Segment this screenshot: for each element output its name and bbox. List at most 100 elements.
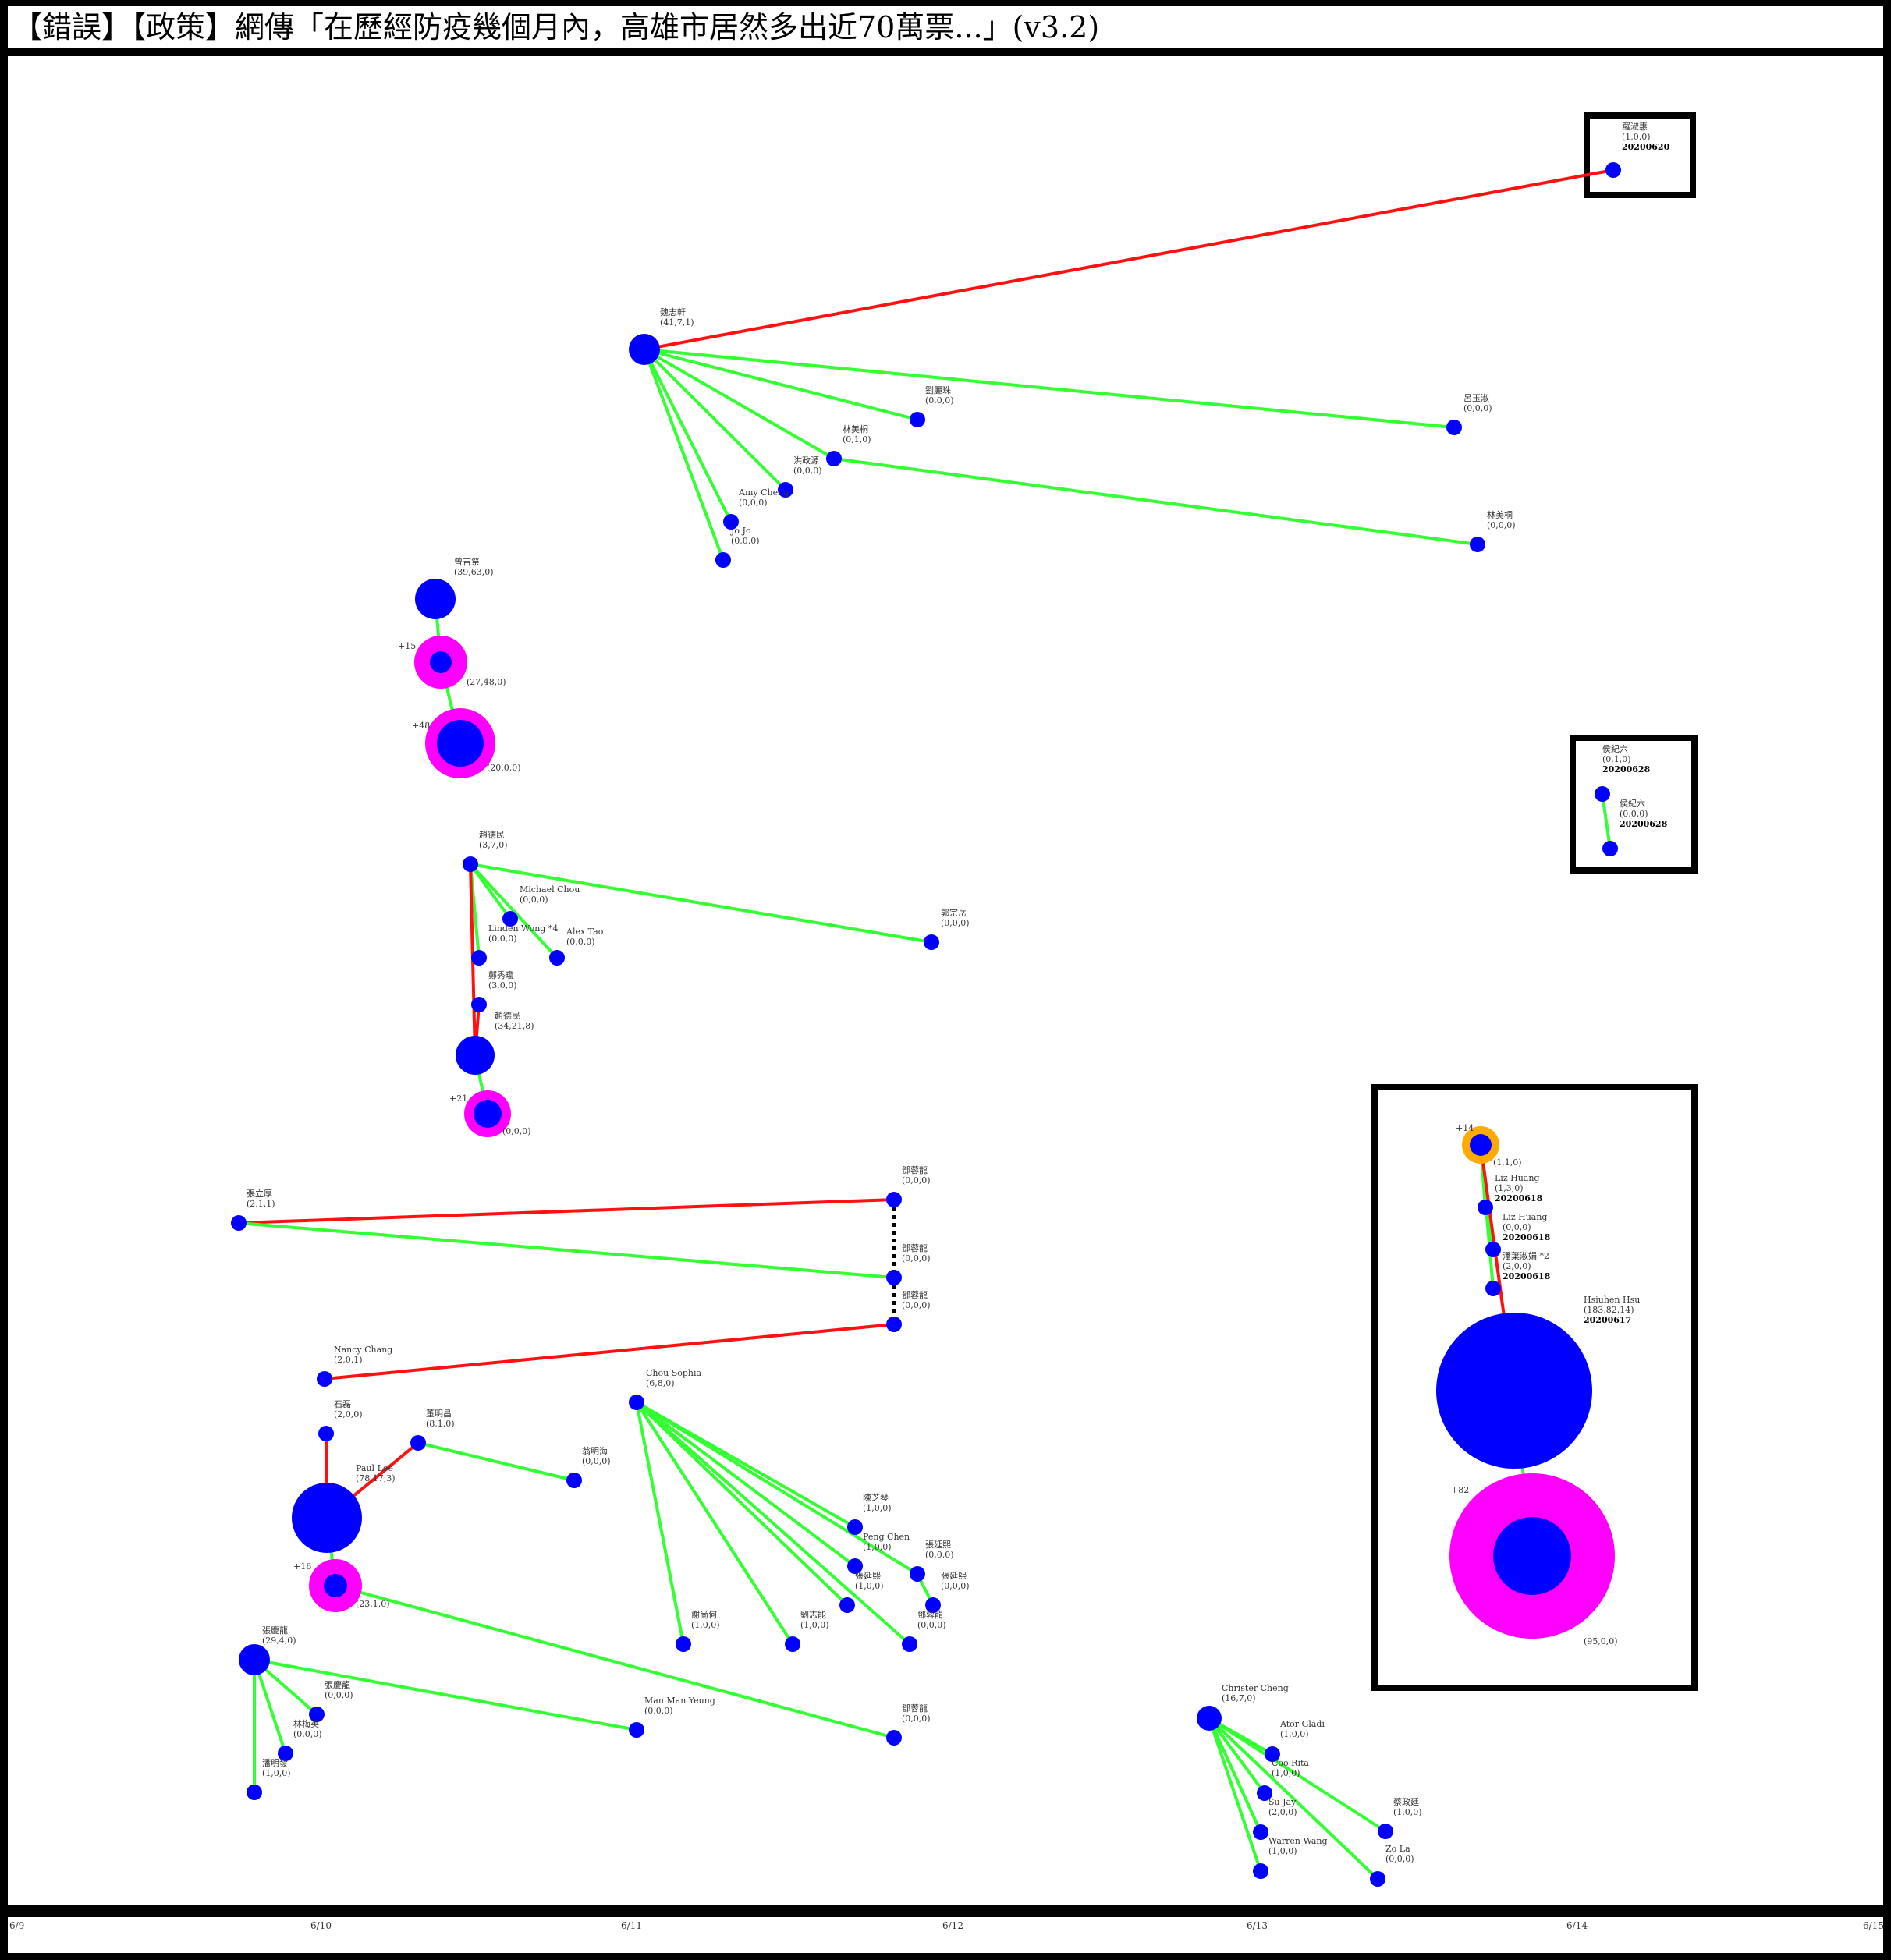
share-count: +48 — [412, 721, 430, 731]
axis-tick — [317, 1902, 323, 1916]
node-name: 張立厚 — [247, 1188, 272, 1199]
graph-node[interactable] — [1257, 1785, 1272, 1801]
node-counts: (1,0,0) — [1272, 1768, 1300, 1778]
time-axis: 6/9 6/10 6/11 6/12 6/13 6/14 6/15 — [8, 1902, 1884, 1953]
graph-node[interactable] — [1595, 786, 1610, 802]
node-circle — [910, 412, 925, 427]
node-counts: (1,0,0) — [1268, 1846, 1297, 1856]
node-circle — [1493, 1517, 1571, 1595]
node-name: 呂玉淑 — [1463, 393, 1489, 403]
graph-node[interactable] — [231, 1215, 247, 1231]
node-circle — [1265, 1746, 1280, 1762]
axis-tick — [1253, 1902, 1259, 1916]
graph-node[interactable] — [1485, 1242, 1501, 1257]
green-edge — [643, 349, 733, 523]
axis-tick — [1487, 1902, 1493, 1916]
node-circle — [239, 1644, 270, 1675]
axis-tick — [551, 1902, 557, 1916]
graph-node[interactable] — [1602, 841, 1618, 856]
node-circle — [1370, 1871, 1385, 1887]
green-edge — [635, 1401, 794, 1646]
graph-node[interactable] — [629, 334, 660, 365]
graph-node[interactable] — [1253, 1824, 1268, 1840]
graph-node[interactable] — [464, 1090, 511, 1137]
graph-node[interactable] — [676, 1636, 691, 1652]
graph-node[interactable] — [415, 579, 456, 619]
graph-node[interactable] — [886, 1730, 902, 1746]
graph-node[interactable] — [785, 1636, 800, 1652]
graph-node[interactable] — [309, 1559, 362, 1612]
graph-node[interactable] — [247, 1785, 262, 1800]
green-edge — [1208, 1717, 1379, 1880]
graph-node[interactable] — [1197, 1706, 1222, 1731]
graph-node[interactable] — [1436, 1313, 1592, 1469]
graph-node[interactable] — [1446, 420, 1462, 435]
graph-node[interactable] — [292, 1483, 362, 1553]
graph-node[interactable] — [886, 1270, 902, 1285]
graph-node[interactable] — [456, 1036, 495, 1075]
graph-node[interactable] — [723, 514, 739, 530]
axis-tick — [1799, 1902, 1805, 1916]
green-edge — [635, 1401, 857, 1568]
graph-node[interactable] — [715, 552, 731, 568]
node-date: 20200620 — [1622, 142, 1670, 152]
node-circle — [1485, 1281, 1501, 1296]
graph-node[interactable] — [1449, 1473, 1615, 1639]
node-name: 翁明海 — [582, 1445, 608, 1456]
graph-node[interactable] — [566, 1473, 582, 1488]
graph-node[interactable] — [318, 1426, 334, 1441]
node-name: 蔡政廷 — [1393, 1796, 1419, 1807]
node-date: 20200628 — [1620, 819, 1668, 829]
graph-node[interactable] — [910, 412, 925, 427]
graph-node[interactable] — [425, 708, 495, 778]
green-edge — [469, 863, 559, 959]
graph-node[interactable] — [471, 997, 487, 1012]
graph-node[interactable] — [549, 950, 565, 966]
node-circle — [437, 720, 484, 767]
graph-node[interactable] — [317, 1371, 332, 1387]
graph-node[interactable] — [1478, 1200, 1493, 1215]
graph-node[interactable] — [278, 1746, 293, 1761]
graph-node[interactable] — [309, 1707, 325, 1722]
graph-node[interactable] — [463, 856, 478, 872]
graph-node[interactable] — [886, 1317, 902, 1332]
node-circle — [1602, 841, 1618, 856]
node-circle — [1378, 1824, 1393, 1839]
graph-node[interactable] — [1485, 1281, 1501, 1296]
axis-tick-label: 6/12 — [942, 1920, 963, 1931]
graph-node[interactable] — [778, 482, 793, 498]
graph-node[interactable] — [1605, 162, 1621, 178]
graph-node[interactable] — [1378, 1824, 1393, 1839]
node-circle — [847, 1558, 863, 1574]
axis-tick — [1331, 1902, 1337, 1916]
graph-node[interactable] — [502, 911, 518, 927]
graph-node[interactable] — [839, 1597, 855, 1613]
node-counts: (41,7,1) — [660, 317, 694, 328]
graph-node[interactable] — [902, 1636, 917, 1652]
graph-node[interactable] — [886, 1192, 902, 1207]
graph-node[interactable] — [414, 636, 467, 689]
node-counts: (0,0,0) — [925, 395, 954, 406]
graph-node[interactable] — [1470, 537, 1485, 552]
graph-node[interactable] — [629, 1722, 644, 1738]
graph-node[interactable] — [410, 1435, 426, 1451]
graph-node[interactable] — [924, 934, 939, 950]
graph-node[interactable] — [847, 1558, 863, 1574]
graph-node[interactable] — [1253, 1863, 1268, 1879]
graph-node[interactable] — [1370, 1871, 1385, 1887]
graph-node[interactable] — [847, 1519, 863, 1535]
red-edge — [324, 1323, 895, 1381]
graph-node[interactable] — [826, 451, 842, 466]
graph-node[interactable] — [925, 1597, 941, 1613]
share-count: +15 — [398, 641, 416, 651]
graph-node[interactable] — [1265, 1746, 1280, 1762]
node-name: 趙德民 — [479, 829, 505, 840]
node-counts: (6,8,0) — [646, 1378, 675, 1388]
share-count: +16 — [293, 1561, 311, 1572]
graph-node[interactable] — [629, 1395, 644, 1410]
graph-node[interactable] — [239, 1644, 270, 1675]
graph-node[interactable] — [471, 950, 487, 966]
graph-node[interactable] — [910, 1566, 925, 1582]
node-circle — [826, 451, 842, 466]
graph-node[interactable] — [1462, 1126, 1499, 1164]
